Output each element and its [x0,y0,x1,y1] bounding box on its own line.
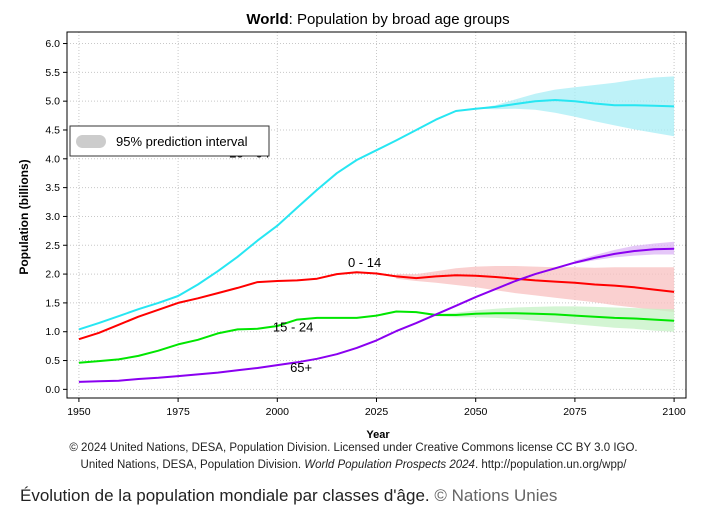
label-series-1: 0 - 14 [348,255,381,270]
y-tick-label-5.0: 5.0 [45,96,60,108]
y-tick-label-5.5: 5.5 [45,67,60,79]
band-series-1 [396,266,675,313]
band-series-0 [475,76,675,137]
y-tick-label-3.5: 3.5 [45,182,60,194]
label-series-2: 15 - 24 [273,320,313,335]
y-tick-label-1.0: 1.0 [45,326,60,338]
caption-source: © Nations Unies [434,486,558,505]
axes: 1950 1975 2000 2025 2050 2075 2100 0.0 0.5 1.0 1.5… [45,31,687,418]
x-tick-label-2100: 2100 [662,406,686,418]
legend: 95% prediction interval [69,125,270,157]
y-tick-label-4.0: 4.0 [45,153,60,165]
x-tick-label-2075: 2075 [563,406,587,418]
caption-text: Évolution de la population mondiale par … [20,486,435,505]
prediction-bands [396,76,675,332]
legend-swatch [76,135,106,148]
y-axis-label: Population (billions) [17,159,31,274]
credit-line-2-post: . http://population.un.org/wpp/ [474,459,627,471]
x-tick-label-1975: 1975 [166,406,190,418]
credit-line-1: © 2024 United Nations, DESA, Population … [69,442,638,454]
population-chart: World: Population by broad age groups 25… [17,11,687,441]
y-tick-label-4.5: 4.5 [45,124,60,136]
x-tick-label-2000: 2000 [266,406,290,418]
credit-line-2: United Nations, DESA, Population Divisio… [0,459,707,471]
y-tick-label-6.0: 6.0 [45,38,60,50]
credit-line-2-italic: World Population Prospects 2024 [304,459,475,471]
y-tick-label-2.5: 2.5 [45,240,60,252]
y-tick-label-0.5: 0.5 [45,355,60,367]
label-series-3: 65+ [290,360,312,375]
line-series-0 [78,99,675,331]
x-tick-label-1950: 1950 [67,406,91,418]
line-series-2 [78,310,675,364]
credit-line-2-pre: United Nations, DESA, Population Divisio… [80,459,305,471]
x-tick-label-2050: 2050 [464,406,488,418]
chart-title-bold: World [246,11,288,28]
x-tick-label-2025: 2025 [365,406,389,418]
series-lines [78,99,675,383]
figure-caption: Évolution de la population mondiale par … [20,486,557,506]
y-tick-label-0.0: 0.0 [45,384,60,396]
line-series-3 [78,247,675,383]
line-series-1 [78,271,675,341]
y-tick-label-1.5: 1.5 [45,297,60,309]
legend-label: 95% prediction interval [116,134,248,149]
chart-title: World: Population by broad age groups [246,11,509,28]
y-tick-label-3.0: 3.0 [45,211,60,223]
y-tick-label-2.0: 2.0 [45,269,60,281]
x-axis-label: Year [366,429,390,441]
chart-title-rest: : Population by broad age groups [289,11,510,28]
